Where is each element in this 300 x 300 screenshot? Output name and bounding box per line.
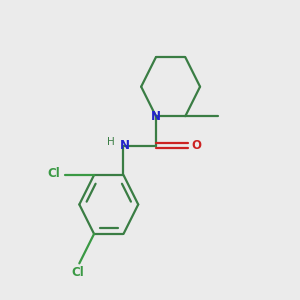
Text: N: N (120, 139, 130, 152)
Text: Cl: Cl (71, 266, 84, 279)
Text: O: O (191, 139, 202, 152)
Text: Cl: Cl (47, 167, 60, 180)
Text: H: H (107, 137, 115, 147)
Text: N: N (151, 110, 161, 123)
